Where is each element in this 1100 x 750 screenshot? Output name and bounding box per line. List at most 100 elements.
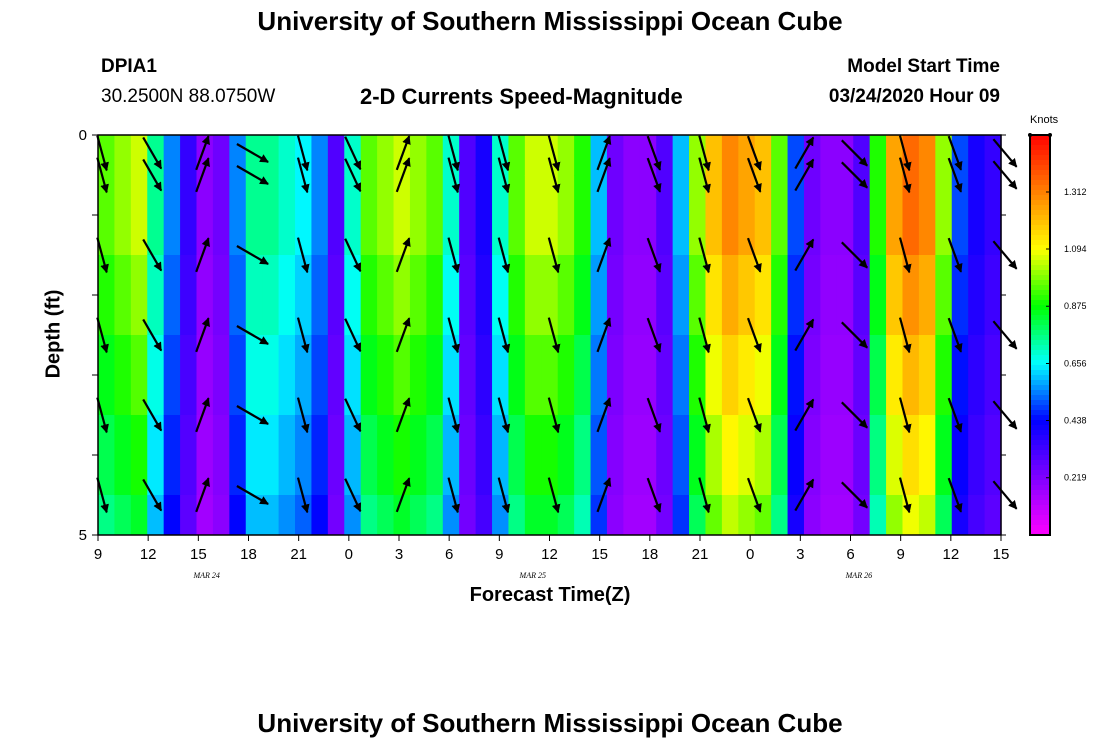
axes: 9 12 15 18 21 0 3 6 9 12 15 18 21 0 3 6 9 12 15 MAR 24 MAR 2…: [79, 127, 1010, 580]
x-tick-label: 12: [942, 546, 959, 563]
colorbar-tick-label: 0.656: [1064, 358, 1087, 368]
heatmap-cell: [229, 415, 247, 496]
heatmap-cell: [754, 335, 772, 416]
heatmap-cell: [212, 175, 230, 256]
heatmap-cell: [426, 415, 444, 496]
heatmap-cell: [492, 415, 510, 496]
heatmap-cell: [656, 175, 674, 256]
colorbar-segment: [1030, 215, 1050, 221]
heatmap-cell: [836, 255, 854, 336]
heatmap-cell: [918, 495, 936, 536]
heatmap-cell: [360, 255, 378, 336]
current-arrow: [947, 477, 963, 513]
heatmap-cell: [787, 495, 805, 536]
current-arrow: [547, 397, 561, 434]
heatmap-cell: [672, 175, 690, 256]
heatmap-cell: [639, 135, 657, 176]
heatmap-cell: [524, 495, 542, 536]
current-arrow: [898, 317, 912, 354]
current-arrow: [296, 157, 310, 194]
current-arrow: [497, 237, 511, 274]
heatmap-cell: [574, 495, 592, 536]
heatmap-cell: [771, 135, 789, 176]
heatmap-cell: [574, 415, 592, 496]
colorbar-segment: [1030, 310, 1050, 316]
heatmap-cell: [245, 175, 263, 256]
heatmap-cell: [475, 135, 493, 176]
current-arrow: [447, 397, 461, 434]
colorbar-unit-label: Knots: [1030, 114, 1059, 126]
current-arrow: [898, 237, 912, 274]
heatmap-cell: [557, 335, 575, 416]
y-tick-label: 5: [79, 527, 87, 544]
heatmap-cell: [524, 335, 542, 416]
colorbar-segment: [1030, 280, 1050, 286]
heatmap-cell: [344, 255, 362, 336]
current-arrow: [596, 317, 612, 353]
current-arrow: [547, 477, 561, 514]
heatmap-cell: [360, 495, 378, 536]
heatmap-cell: [738, 175, 756, 256]
heatmap-cell: [377, 255, 395, 336]
heatmap-cell: [705, 175, 723, 256]
heatmap-cell: [606, 135, 624, 176]
heatmap-cell: [672, 335, 690, 416]
main-title: University of Southern Mississippi Ocean…: [257, 6, 843, 36]
current-arrow: [794, 136, 815, 170]
colorbar-segment: [1030, 480, 1050, 486]
heatmap-cell: [311, 135, 329, 176]
heatmap-cell: [409, 255, 427, 336]
heatmap-cell: [853, 335, 871, 416]
current-arrow: [547, 157, 561, 194]
heatmap-cell: [968, 495, 986, 536]
heatmap-cell: [639, 255, 657, 336]
heatmap-cell: [639, 495, 657, 536]
colorbar-segment: [1030, 485, 1050, 491]
current-arrow: [841, 481, 868, 509]
current-arrow: [344, 158, 362, 193]
heatmap-cell: [590, 335, 608, 416]
current-arrow: [142, 136, 163, 170]
heatmap-cell: [130, 335, 148, 416]
station-id: DPIA1: [101, 56, 157, 77]
colorbar-segment: [1030, 450, 1050, 456]
heatmap-cells: [98, 135, 1002, 536]
heatmap-cell: [869, 335, 887, 416]
heatmap-cell: [409, 135, 427, 176]
heatmap-cell: [163, 495, 181, 536]
heatmap-cell: [689, 335, 707, 416]
colorbar-segment: [1030, 160, 1050, 166]
x-tick-label: 15: [993, 546, 1010, 563]
current-arrow: [344, 478, 362, 513]
heatmap-cell: [738, 255, 756, 336]
heatmap-cell: [771, 175, 789, 256]
current-arrow: [142, 158, 163, 192]
current-arrow: [596, 237, 612, 273]
heatmap-cell: [245, 335, 263, 416]
heatmap-cell: [803, 495, 821, 536]
colorbar-segment: [1030, 255, 1050, 261]
heatmap-cell: [459, 335, 477, 416]
heatmap-cell: [886, 135, 904, 176]
heatmap-cell: [820, 335, 838, 416]
heatmap-cell: [180, 415, 198, 496]
heatmap-cell: [442, 495, 460, 536]
current-arrow: [698, 135, 711, 172]
heatmap-cell: [459, 255, 477, 336]
colorbar-segment: [1030, 290, 1050, 296]
heatmap-cell: [393, 175, 411, 256]
heatmap-cell: [114, 175, 132, 256]
heatmap-cell: [623, 255, 641, 336]
heatmap-cell: [377, 135, 395, 176]
heatmap-cell: [327, 495, 345, 536]
heatmap-cell: [475, 415, 493, 496]
colorbar-segment: [1030, 270, 1050, 276]
heatmap-cell: [262, 495, 280, 536]
heatmap-cell: [705, 415, 723, 496]
heatmap-cell: [803, 255, 821, 336]
colorbar-segment: [1030, 445, 1050, 451]
heatmap-cell: [327, 415, 345, 496]
colorbar-segment: [1030, 225, 1050, 231]
heatmap-cell: [606, 175, 624, 256]
heatmap-cell: [377, 415, 395, 496]
